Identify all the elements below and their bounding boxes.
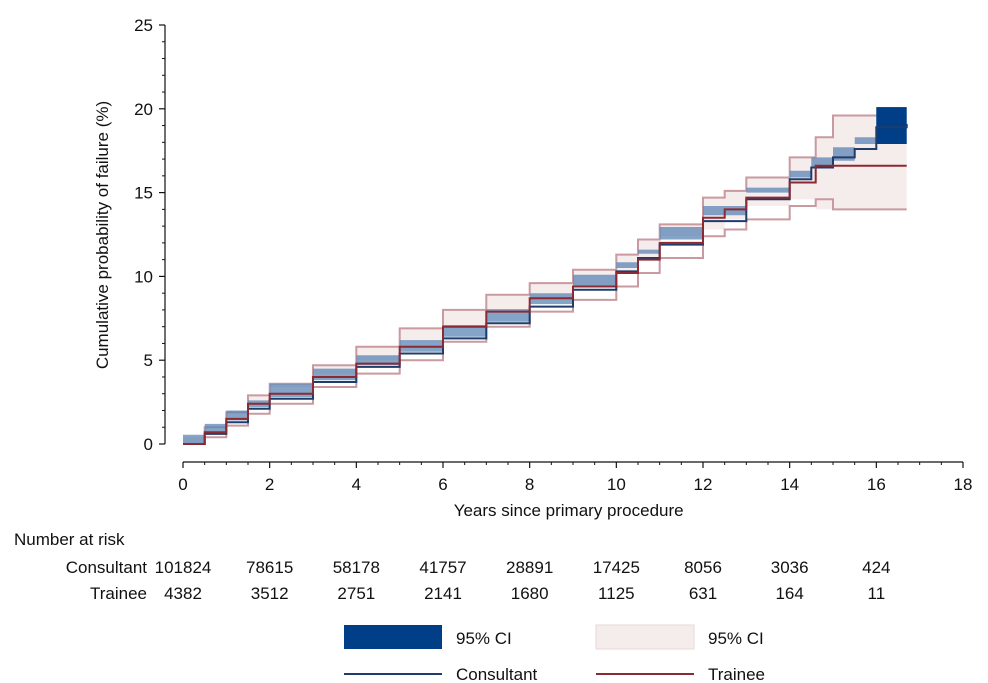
x-tick-label: 10 — [607, 475, 626, 494]
risk-cell: 631 — [689, 584, 717, 603]
y-tick-label: 25 — [134, 16, 153, 35]
risk-cell: 4382 — [164, 584, 202, 603]
x-axis-label: Years since primary procedure — [454, 501, 684, 520]
legend-swatch — [595, 624, 695, 650]
x-tick-label: 8 — [525, 475, 534, 494]
risk-cell: 8056 — [684, 558, 722, 577]
legend-label: Consultant — [456, 665, 538, 683]
y-tick-label: 20 — [134, 100, 153, 119]
y-tick-label: 10 — [134, 267, 153, 286]
risk-cell: 17425 — [593, 558, 640, 577]
x-axis-ticks: 0 2 4 6 8 10 12 14 16 18 — [178, 462, 972, 494]
x-tick-label: 4 — [352, 475, 361, 494]
x-tick-label: 16 — [867, 475, 886, 494]
risk-cell: 11 — [868, 584, 886, 603]
legend-swatch — [344, 625, 442, 649]
risk-cell: 3512 — [251, 584, 289, 603]
number-at-risk-table: Number at risk Consultant 101824 78615 5817… — [14, 530, 891, 603]
x-tick-label: 6 — [438, 475, 447, 494]
x-tick-label: 2 — [265, 475, 274, 494]
legend-label: 95% CI — [456, 629, 512, 648]
x-tick-label: 0 — [178, 475, 187, 494]
legend-label: Trainee — [708, 665, 765, 683]
risk-cell: 78615 — [246, 558, 293, 577]
x-tick-label: 12 — [694, 475, 713, 494]
risk-cell: 2751 — [337, 584, 375, 603]
x-tick-label: 14 — [780, 475, 799, 494]
risk-cell: 28891 — [506, 558, 553, 577]
survival-lines — [183, 123, 908, 445]
trainee-ci-lower-edge — [183, 198, 907, 445]
consultant-ci-tail — [876, 107, 907, 144]
y-tick-label: 5 — [144, 351, 153, 370]
y-tick-label: 15 — [134, 184, 153, 203]
y-axis-label: Cumulative probability of failure (%) — [93, 101, 112, 369]
legend-label: 95% CI — [708, 629, 764, 648]
risk-cell: 3036 — [771, 558, 809, 577]
risk-cell: 58178 — [333, 558, 380, 577]
risk-row-label: Consultant — [66, 558, 148, 577]
y-axis-ticks: 0 5 10 15 20 25 — [134, 16, 165, 454]
risk-cell: 41757 — [419, 558, 466, 577]
x-tick-label: 18 — [954, 475, 973, 494]
risk-cell: 1680 — [511, 584, 549, 603]
risk-cell: 424 — [862, 558, 890, 577]
risk-cell: 2141 — [424, 584, 462, 603]
legend: 95% CI 95% CI Consultant Trainee — [344, 624, 765, 683]
number-at-risk-title: Number at risk — [14, 530, 125, 549]
trainee-line — [183, 164, 907, 445]
y-tick-label: 0 — [144, 435, 153, 454]
risk-cell: 1125 — [598, 584, 635, 603]
trainee-ci-band — [183, 115, 907, 444]
risk-cell: 164 — [775, 584, 803, 603]
risk-row-label: Trainee — [90, 584, 147, 603]
consultant-ci-band — [183, 107, 907, 444]
risk-cell: 101824 — [155, 558, 212, 577]
